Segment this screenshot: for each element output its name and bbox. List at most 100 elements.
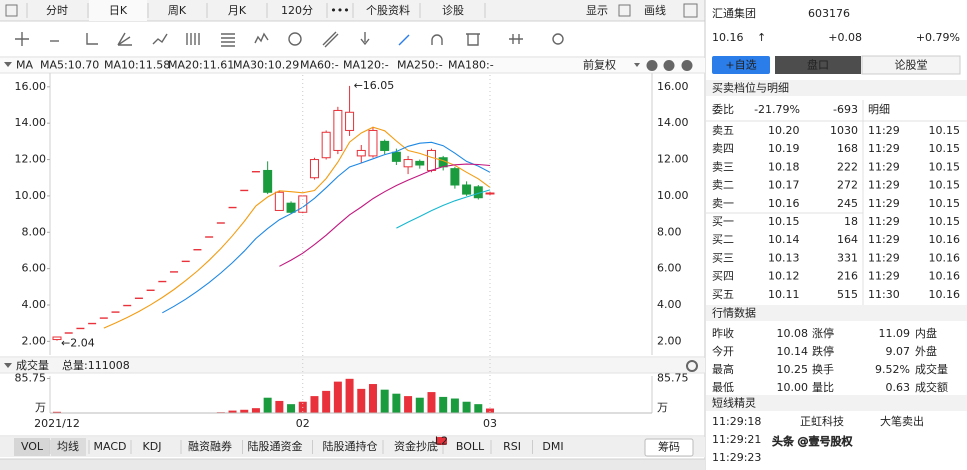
volume-bar (53, 411, 61, 413)
tool-icon[interactable] (360, 32, 370, 46)
y-tick-label: 8.00 (657, 225, 682, 238)
tick-price: 10.15 (929, 215, 961, 228)
watch-button (712, 56, 770, 74)
book-volume: 245 (837, 197, 858, 210)
y-tick-label: 10.00 (657, 189, 689, 202)
ma-line (396, 189, 491, 229)
book-label: 卖五 (712, 124, 734, 137)
volume-bar (380, 389, 389, 413)
volume-bar (368, 384, 377, 413)
stock-name: 汇通集团 (712, 6, 756, 20)
tool-icon[interactable] (117, 32, 132, 46)
zoom-button[interactable] (646, 60, 658, 71)
y-unit: 万 (657, 401, 668, 414)
section-header (706, 395, 967, 411)
indicator-tab[interactable]: RSI (503, 440, 521, 453)
x-tick-label: 2021/12 (34, 417, 80, 430)
book-label: 买五 (712, 288, 734, 301)
indicator-tab[interactable]: 陆股通资金 (248, 439, 303, 453)
book-label: 买二 (712, 233, 734, 246)
book-price: 10.16 (768, 197, 800, 210)
indicator-tab[interactable]: BOLL (456, 440, 485, 453)
tool-icon[interactable] (254, 32, 269, 44)
tool-icon[interactable] (86, 33, 98, 45)
menu-button[interactable]: 显示 (586, 4, 608, 17)
detail-title: 明细 (868, 103, 890, 116)
ma-line (279, 163, 491, 267)
chip-button-label[interactable]: 筹码 (658, 440, 680, 454)
y-tick-label: 2.00 (657, 334, 682, 347)
tool-icon[interactable] (466, 33, 480, 46)
settings-button[interactable] (686, 360, 698, 372)
adjust-button[interactable]: 前复权 (583, 58, 616, 72)
indicator-tab[interactable]: DMI (542, 440, 563, 453)
indicator-tab[interactable]: 融资融券 (188, 439, 232, 453)
sprite-entry[interactable]: 大笔卖出 (880, 414, 924, 428)
candle-body (309, 159, 319, 179)
tool-icon[interactable] (552, 33, 564, 45)
watch-button-label[interactable]: +自选 (725, 59, 756, 72)
tab-button-label[interactable]: 论股堂 (895, 58, 928, 72)
tab[interactable]: 日K (109, 4, 128, 17)
indicator-tab[interactable]: VOL (21, 440, 44, 453)
x-tick-label: 02 (296, 417, 310, 430)
candle-body (286, 202, 296, 213)
tool-icon[interactable] (431, 34, 443, 45)
sprite-entry[interactable]: 11:29:18 (712, 415, 761, 428)
market-value: 10.08 (777, 327, 809, 340)
y-tick-label: 85.75 (657, 372, 689, 385)
tab-button-label[interactable]: 盘口 (807, 58, 829, 72)
ratio-value: -21.79% (754, 103, 800, 116)
tab[interactable]: 周K (168, 4, 187, 17)
indicator-tab[interactable]: 资金抄底 (394, 439, 438, 453)
tool-icon[interactable] (15, 32, 29, 46)
section-title: 买卖档位与明细 (712, 81, 789, 95)
menu-button[interactable]: 画线 (644, 3, 666, 17)
indicator-tab[interactable]: MACD (94, 440, 127, 453)
tab[interactable]: 个股资料 (366, 3, 410, 17)
volume-bar (263, 397, 272, 413)
tool-icon[interactable] (288, 32, 302, 46)
tab[interactable]: 诊股 (442, 3, 464, 17)
indicator-tab[interactable]: 陆股通持仓 (323, 439, 378, 453)
sprite-entry[interactable]: 正虹科技 (800, 414, 844, 428)
tool-icon[interactable] (509, 34, 523, 44)
sprite-entry[interactable]: 11:29:21 (712, 433, 761, 446)
sprite-entry[interactable]: 11:29:23 (712, 451, 761, 464)
tick-time: 11:29 (868, 197, 900, 210)
indicator-tab[interactable]: KDJ (143, 440, 162, 453)
book-price: 10.19 (768, 142, 800, 155)
tool-icon[interactable] (322, 31, 339, 48)
tick-time: 11:29 (868, 179, 900, 192)
tick-price: 10.15 (929, 142, 961, 155)
legend-bar (0, 58, 705, 73)
book-price: 10.14 (768, 233, 800, 246)
tab[interactable]: 120分 (281, 4, 313, 17)
volume-bar (439, 396, 448, 413)
tool-icon[interactable] (152, 33, 168, 45)
candle-body (263, 169, 273, 193)
candle-body (450, 168, 460, 186)
zoom-button[interactable] (681, 60, 693, 71)
candle-body (321, 131, 331, 159)
section-title: 短线精灵 (712, 396, 756, 410)
volume-bar (486, 408, 494, 413)
dropdown-icon (618, 4, 631, 17)
market-value: 9.52% (875, 363, 910, 376)
tab[interactable]: 月K (228, 4, 247, 17)
tab[interactable]: 分时 (46, 4, 68, 17)
section-header (706, 80, 967, 96)
tool-icon[interactable] (398, 34, 410, 46)
indicator-tab[interactable]: 均线 (57, 439, 79, 453)
volume-bar (427, 392, 436, 413)
tool-icon[interactable] (186, 33, 200, 45)
y-tick-label: 6.00 (657, 262, 682, 275)
annotation: ←2.04 (61, 337, 95, 350)
volume-bar (474, 404, 483, 413)
market-value: 0.63 (886, 381, 911, 394)
book-volume: 331 (837, 251, 858, 264)
zoom-button[interactable] (663, 60, 675, 71)
tab[interactable]: ••• (330, 4, 349, 17)
y-tick-label: 4.00 (657, 298, 682, 311)
tool-icon[interactable] (221, 33, 235, 47)
